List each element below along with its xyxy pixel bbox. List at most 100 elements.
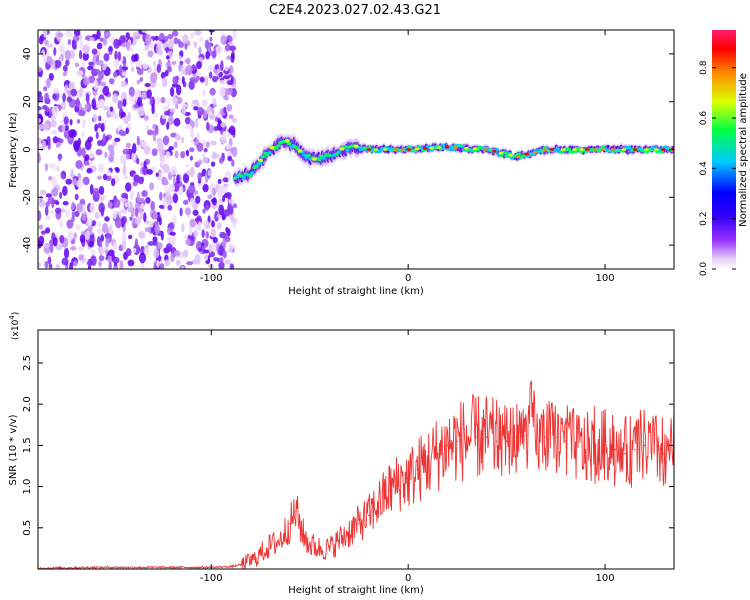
noise-blob — [196, 142, 204, 152]
noise-blob — [38, 261, 41, 268]
noise-blob — [161, 180, 169, 186]
noise-blob — [190, 197, 194, 206]
noise-blob — [89, 202, 95, 214]
noise-blob — [73, 232, 77, 240]
noise-blob — [152, 236, 158, 243]
noise-blob — [84, 230, 90, 241]
snr-x-tick-label: 100 — [596, 573, 615, 584]
noise-blob — [115, 167, 120, 173]
noise-blob — [125, 142, 131, 149]
noise-blob — [205, 141, 210, 148]
noise-blob — [172, 215, 177, 224]
noise-blob — [201, 100, 208, 107]
trace-peak — [578, 148, 584, 151]
noise-blob — [226, 80, 234, 86]
noise-blob — [130, 66, 135, 73]
noise-blob — [173, 117, 181, 127]
noise-blob — [120, 208, 126, 214]
noise-blob — [62, 92, 66, 103]
noise-blob — [98, 115, 102, 122]
noise-blob — [141, 190, 148, 197]
noise-blob — [223, 95, 229, 101]
noise-blob — [40, 230, 47, 235]
snr-point — [476, 436, 478, 438]
trace-core — [302, 153, 307, 157]
noise-blob — [46, 78, 51, 89]
noise-blob — [60, 173, 65, 180]
noise-blob — [140, 261, 145, 269]
noise-blob — [194, 217, 201, 222]
noise-blob — [103, 32, 112, 37]
noise-blob — [131, 54, 138, 63]
noise-blob — [93, 187, 100, 199]
noise-blob — [113, 198, 121, 208]
noise-blob — [58, 44, 66, 53]
colorbar-tick-label: 0.8 — [699, 60, 709, 75]
trace-core — [260, 155, 266, 159]
noise-blob — [189, 218, 196, 228]
spectrogram-y-tick-label: 20 — [22, 95, 33, 108]
noise-blob — [112, 241, 118, 250]
noise-blob — [141, 30, 149, 33]
trace-core — [503, 151, 508, 155]
noise-blob — [71, 211, 76, 218]
noise-blob — [52, 93, 57, 100]
noise-blob — [99, 99, 105, 108]
noise-blob — [194, 117, 199, 128]
noise-blob — [167, 204, 173, 211]
snr-point — [253, 558, 256, 560]
trace-peak — [400, 148, 406, 151]
noise-blob — [114, 137, 121, 143]
noise-blob — [182, 34, 189, 44]
noise-blob — [169, 86, 175, 97]
noise-blob — [125, 248, 132, 257]
noise-blob — [168, 183, 176, 193]
snr-point — [545, 436, 547, 438]
noise-blob — [79, 234, 86, 244]
noise-blob — [97, 163, 105, 173]
noise-blob — [112, 113, 119, 120]
noise-blob — [46, 43, 54, 48]
trace-core — [566, 147, 571, 151]
noise-blob — [218, 198, 223, 203]
noise-blob — [125, 182, 132, 192]
noise-blob — [211, 97, 216, 104]
noise-blob — [53, 47, 57, 56]
noise-blob — [218, 157, 224, 164]
noise-blob — [190, 131, 195, 138]
noise-blob — [91, 98, 96, 110]
noise-blob — [227, 244, 234, 254]
noise-blob — [231, 159, 235, 167]
noise-blob — [171, 96, 178, 104]
noise-blob — [84, 154, 90, 162]
noise-blob — [87, 136, 94, 143]
noise-blob — [205, 204, 209, 211]
trace-core — [460, 144, 465, 148]
noise-blob — [137, 96, 143, 107]
noise-blob — [54, 59, 62, 69]
noise-blob — [88, 241, 95, 248]
snr-point — [295, 510, 297, 513]
noise-blob — [204, 75, 209, 87]
trace-core — [336, 150, 342, 154]
noise-blob — [172, 76, 179, 85]
trace-peak — [406, 148, 411, 151]
noise-blob — [190, 32, 195, 39]
trace-peak — [610, 148, 616, 151]
noise-blob — [59, 138, 64, 144]
noise-blob — [46, 55, 53, 65]
noise-blob — [70, 88, 78, 97]
snr-point — [505, 440, 508, 443]
trace-peak — [514, 155, 520, 158]
noise-blob — [82, 176, 90, 186]
snr-axes: -100 0 100 0.5 1.0 1.5 2.0 2.5 — [22, 330, 674, 584]
noise-blob — [98, 70, 104, 81]
noise-blob — [113, 38, 121, 49]
noise-blob — [173, 37, 179, 45]
noise-blob — [225, 191, 232, 199]
noise-blob — [220, 139, 227, 144]
trace-core — [516, 152, 521, 156]
noise-blob — [178, 41, 185, 48]
noise-blob — [147, 50, 154, 58]
noise-blob — [47, 175, 53, 181]
